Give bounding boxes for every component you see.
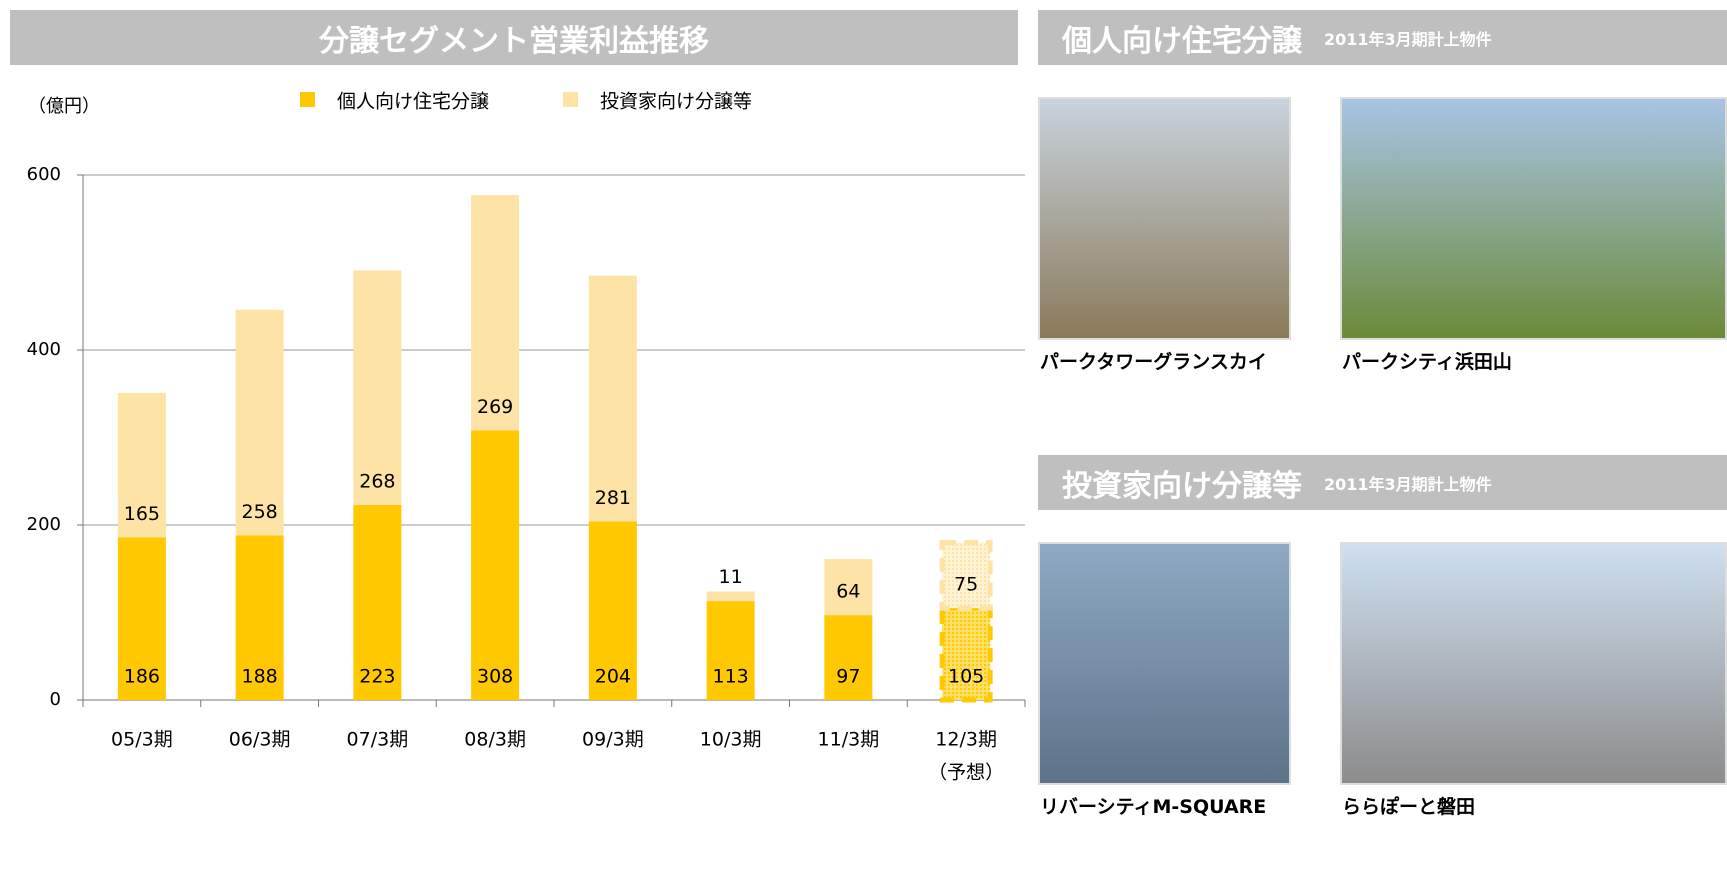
- panel-header: 投資家向け分譲等 2011年3月期計上物件: [1038, 455, 1727, 510]
- x-tick-label: 06/3期: [229, 729, 291, 751]
- panel-subtitle: 2011年3月期計上物件: [1324, 26, 1492, 50]
- value-label: 223: [359, 666, 395, 688]
- bar: [707, 592, 755, 602]
- value-label: 268: [359, 470, 395, 492]
- photo-caption: パークタワーグランスカイ: [1040, 347, 1267, 374]
- photo: [1038, 542, 1291, 785]
- photo-caption: リバーシティM-SQUARE: [1040, 792, 1266, 819]
- legend-swatch: [300, 92, 315, 107]
- x-tick-label: 12/3期: [935, 729, 997, 751]
- value-label: 75: [954, 574, 978, 596]
- value-label: 105: [948, 666, 984, 688]
- value-label: 281: [595, 487, 631, 509]
- x-tick-label: 07/3期: [347, 729, 409, 751]
- value-label: 11: [719, 566, 743, 588]
- y-tick-label: 600: [27, 164, 61, 185]
- value-label: 186: [124, 666, 160, 688]
- bar: [589, 276, 637, 522]
- value-label: 269: [477, 396, 513, 418]
- y-tick-label: 400: [27, 339, 61, 360]
- value-label: 97: [836, 666, 860, 688]
- panel-title: 投資家向け分譲等: [1062, 461, 1302, 505]
- panel-header: 個人向け住宅分譲 2011年3月期計上物件: [1038, 10, 1727, 65]
- x-tick-label: 08/3期: [464, 729, 526, 751]
- y-unit: （億円）: [28, 96, 100, 117]
- y-tick-label: 0: [50, 689, 61, 710]
- legend-label: 投資家向け分譲等: [600, 91, 752, 113]
- y-tick-label: 200: [27, 514, 61, 535]
- photo: [1340, 97, 1727, 340]
- x-tick-label: 09/3期: [582, 729, 644, 751]
- value-label: 165: [124, 503, 160, 525]
- photo-caption: ららぽーと磐田: [1342, 792, 1475, 819]
- panel-title: 個人向け住宅分譲: [1062, 16, 1302, 60]
- value-label: 188: [241, 666, 277, 688]
- value-label: 258: [241, 501, 277, 523]
- photo: [1340, 542, 1727, 785]
- x-tick-label: 10/3期: [700, 729, 762, 751]
- legend-swatch: [563, 92, 578, 107]
- panel-subtitle: 2011年3月期計上物件: [1324, 471, 1492, 495]
- photo-caption: パークシティ浜田山: [1342, 347, 1512, 374]
- value-label: 308: [477, 666, 513, 688]
- legend-label: 個人向け住宅分譲: [337, 91, 489, 113]
- photo: [1038, 97, 1291, 340]
- value-label: 113: [712, 666, 748, 688]
- x-tick-label: 05/3期: [111, 729, 173, 751]
- x-tick-label: 11/3期: [818, 729, 880, 751]
- forecast-note: （予想）: [928, 762, 1004, 784]
- page: {"chart_data":{"type":"stacked-bar","tit…: [0, 0, 1727, 894]
- bar: [471, 431, 519, 701]
- chart: （億円） 0 200 400 600 個人向け住宅分譲 投資家向け分譲等 05/3期 186 1…: [0, 0, 1030, 894]
- value-label: 64: [836, 581, 860, 603]
- value-label: 204: [595, 666, 631, 688]
